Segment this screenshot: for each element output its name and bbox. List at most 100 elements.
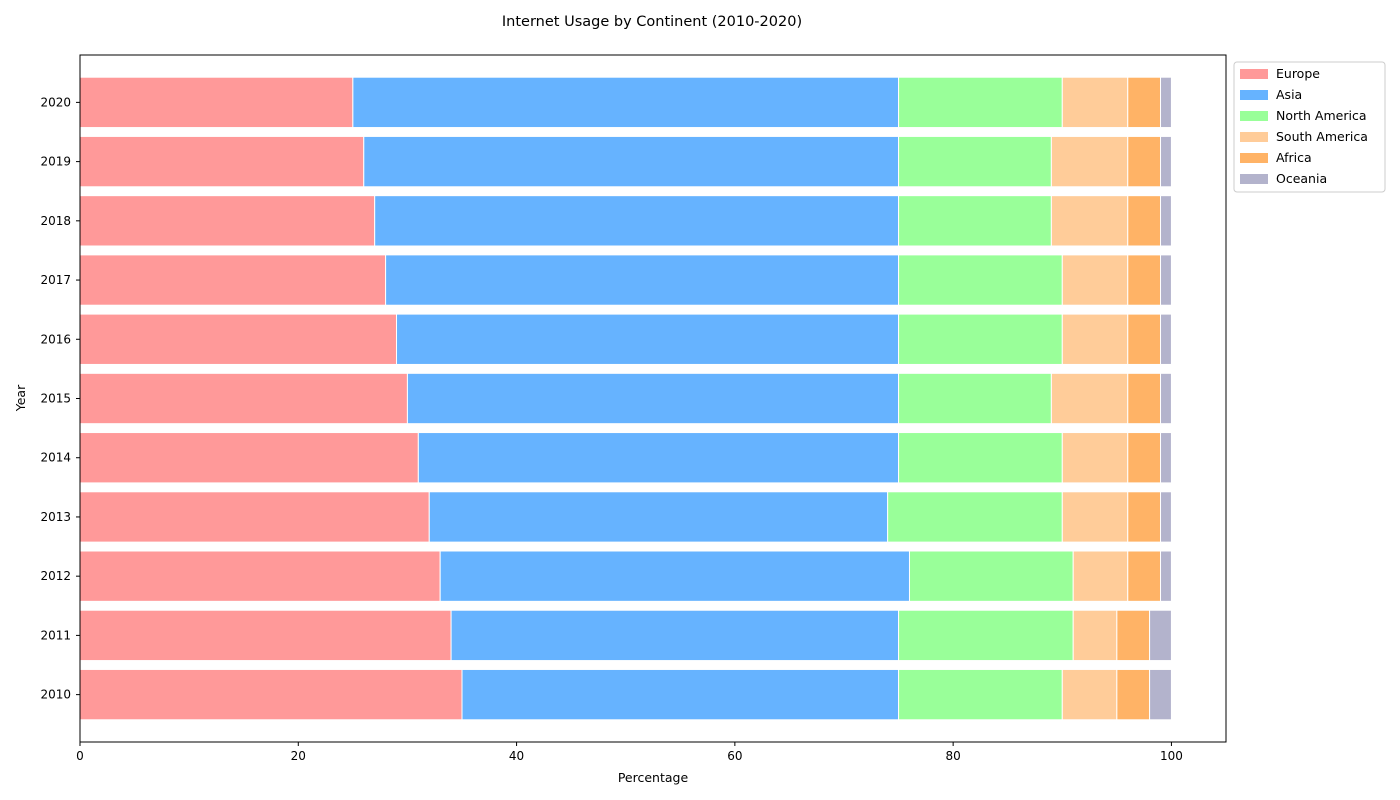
bar-south-america-2019 — [1050, 135, 1129, 188]
bar-north-america-2015 — [898, 372, 1052, 425]
x-tick-label: 40 — [509, 749, 524, 763]
y-tick-label: 2019 — [40, 155, 71, 169]
bar-asia-2018 — [374, 195, 900, 247]
bar-oceania-2016 — [1160, 313, 1172, 365]
bar-south-america-2018 — [1050, 195, 1129, 247]
legend: Europe Asia North America South America Afri… — [1233, 61, 1386, 193]
bar-africa-2010 — [1116, 668, 1151, 721]
x-tick-label: 20 — [291, 749, 306, 763]
bars-layer — [79, 76, 1172, 721]
y-tick-label: 2020 — [40, 95, 71, 109]
bar-europe-2012 — [79, 550, 441, 602]
bar-asia-2012 — [439, 550, 910, 602]
bar-africa-2019 — [1127, 135, 1162, 188]
y-axis-label: Year — [13, 384, 28, 412]
bar-oceania-2011 — [1149, 609, 1172, 662]
y-axis: 2010 2011 2012 2013 2014 2015 2016 2017 2018 2019… — [40, 95, 80, 702]
bar-europe-2018 — [79, 195, 376, 247]
bar-oceania-2012 — [1160, 550, 1172, 602]
y-tick-label: 2017 — [40, 273, 71, 287]
bar-north-america-2012 — [908, 550, 1074, 602]
bar-oceania-2013 — [1160, 491, 1172, 543]
bar-europe-2010 — [79, 668, 463, 721]
bar-oceania-2019 — [1160, 135, 1172, 188]
y-tick-label: 2016 — [40, 332, 71, 346]
x-axis: 0 20 40 60 80 100 — [76, 742, 1183, 763]
bar-africa-2011 — [1116, 609, 1151, 662]
bar-north-america-2011 — [898, 609, 1074, 662]
legend-swatch-africa — [1240, 153, 1268, 163]
bar-asia-2010 — [461, 668, 900, 721]
x-tick-label: 100 — [1160, 749, 1183, 763]
bar-north-america-2019 — [898, 135, 1052, 188]
x-tick-label: 0 — [76, 749, 84, 763]
legend-label-europe: Europe — [1276, 66, 1320, 81]
bar-europe-2016 — [79, 313, 398, 365]
legend-swatch-oceania — [1240, 174, 1268, 184]
bar-south-america-2015 — [1050, 372, 1129, 425]
bar-asia-2017 — [385, 254, 900, 306]
legend-swatch-europe — [1240, 69, 1268, 79]
bar-europe-2011 — [79, 609, 452, 662]
x-axis-label: Percentage — [618, 770, 689, 785]
bar-asia-2013 — [428, 491, 889, 543]
bar-south-america-2014 — [1061, 432, 1129, 484]
bar-oceania-2015 — [1160, 372, 1172, 425]
y-tick-label: 2018 — [40, 214, 71, 228]
y-tick-label: 2014 — [40, 451, 71, 465]
bar-south-america-2017 — [1061, 254, 1129, 306]
y-tick-label: 2013 — [40, 510, 71, 524]
bar-south-america-2013 — [1061, 491, 1129, 543]
bar-north-america-2017 — [898, 254, 1063, 306]
legend-swatch-asia — [1240, 90, 1268, 100]
bar-africa-2020 — [1127, 76, 1162, 129]
bar-north-america-2013 — [887, 491, 1063, 543]
bar-oceania-2017 — [1160, 254, 1172, 306]
legend-swatch-north-america — [1240, 111, 1268, 121]
bar-europe-2017 — [79, 254, 387, 306]
bar-europe-2013 — [79, 491, 430, 543]
legend-swatch-south-america — [1240, 132, 1268, 142]
bar-south-america-2011 — [1072, 609, 1118, 662]
bar-north-america-2010 — [898, 668, 1063, 721]
legend-frame — [1233, 61, 1386, 193]
bar-oceania-2014 — [1160, 432, 1172, 484]
bar-oceania-2018 — [1160, 195, 1172, 247]
chart-title: Internet Usage by Continent (2010-2020) — [502, 14, 802, 30]
bar-oceania-2020 — [1160, 76, 1172, 129]
bar-asia-2019 — [363, 135, 900, 188]
legend-label-africa: Africa — [1276, 150, 1312, 165]
bar-africa-2014 — [1127, 432, 1162, 484]
bar-oceania-2010 — [1149, 668, 1172, 721]
legend-label-south-america: South America — [1276, 129, 1368, 144]
bar-north-america-2014 — [898, 432, 1063, 484]
bar-europe-2020 — [79, 76, 354, 129]
bar-asia-2011 — [450, 609, 900, 662]
bar-africa-2013 — [1127, 491, 1162, 543]
bar-asia-2016 — [396, 313, 900, 365]
bar-africa-2017 — [1127, 254, 1162, 306]
y-tick-label: 2011 — [40, 628, 71, 642]
legend-label-asia: Asia — [1276, 87, 1302, 102]
bar-asia-2020 — [352, 76, 900, 129]
bar-asia-2014 — [417, 432, 900, 484]
x-tick-label: 60 — [727, 749, 742, 763]
bar-north-america-2020 — [898, 76, 1063, 129]
y-tick-label: 2012 — [40, 569, 71, 583]
bar-south-america-2016 — [1061, 313, 1129, 365]
bar-south-america-2010 — [1061, 668, 1118, 721]
bar-europe-2014 — [79, 432, 419, 484]
bar-africa-2015 — [1127, 372, 1162, 425]
bar-south-america-2012 — [1072, 550, 1129, 602]
legend-label-oceania: Oceania — [1276, 171, 1327, 186]
x-tick-label: 80 — [946, 749, 961, 763]
bar-south-america-2020 — [1061, 76, 1129, 129]
bar-north-america-2018 — [898, 195, 1052, 247]
y-tick-label: 2010 — [40, 688, 71, 702]
bar-europe-2019 — [79, 135, 365, 188]
bar-africa-2018 — [1127, 195, 1162, 247]
bar-africa-2016 — [1127, 313, 1162, 365]
bar-africa-2012 — [1127, 550, 1162, 602]
y-tick-label: 2015 — [40, 392, 71, 406]
